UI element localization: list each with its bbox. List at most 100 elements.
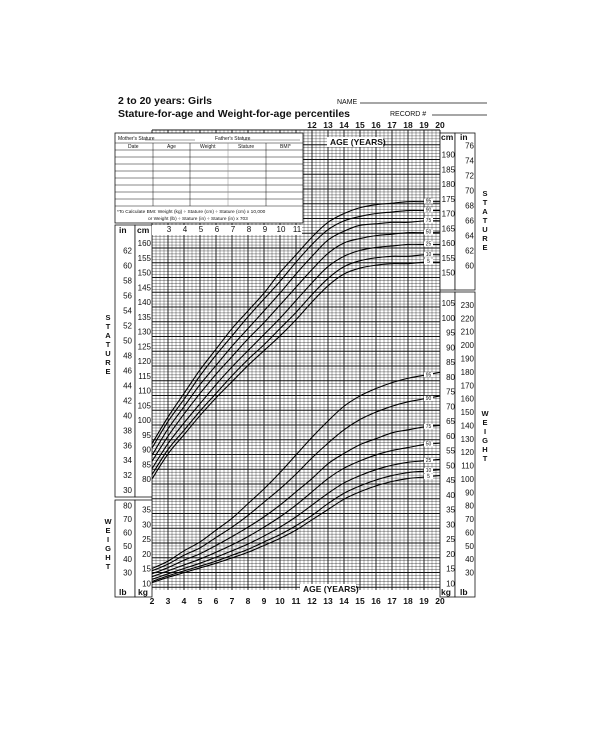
tick-age-mid: 6 bbox=[215, 225, 220, 234]
bmi-note-1: *To Calculate BMI: Weight (kg) ÷ Stature… bbox=[117, 209, 266, 215]
weight-title-right: T bbox=[483, 454, 488, 463]
tick-cm-right: 160 bbox=[442, 239, 456, 248]
tick-kg-left: 30 bbox=[142, 520, 151, 529]
name-label: NAME bbox=[337, 99, 358, 106]
tick-in-left: 32 bbox=[123, 471, 132, 480]
tick-age-bottom: 7 bbox=[230, 596, 235, 606]
tick-cm-left: 135 bbox=[138, 313, 152, 322]
tick-cm-left: 130 bbox=[138, 328, 152, 337]
weight-label-p5: 5 bbox=[427, 474, 430, 480]
weight-title-left: E bbox=[105, 526, 110, 535]
weight-curve-p75 bbox=[151, 424, 441, 575]
tick-lb-left: 50 bbox=[123, 542, 132, 551]
stature-curve-p10 bbox=[151, 254, 441, 475]
tick-kg-right: 50 bbox=[446, 461, 455, 470]
tick-age-mid: 5 bbox=[199, 225, 204, 234]
tick-in-right: 76 bbox=[465, 142, 474, 151]
tick-in-right: 66 bbox=[465, 216, 474, 225]
chart-grid bbox=[151, 129, 441, 590]
title-line-1: 2 to 20 years: Girls bbox=[118, 95, 212, 107]
tick-cm-left: 120 bbox=[138, 357, 152, 366]
tick-kg-right: 25 bbox=[446, 535, 455, 544]
weight-title-right: H bbox=[482, 445, 487, 454]
stature-label-bg-p75 bbox=[424, 217, 433, 223]
weight-label-p90: 90 bbox=[426, 396, 432, 402]
stature-label-bg-p95 bbox=[424, 198, 433, 204]
stature-title-right: S bbox=[482, 189, 487, 198]
tick-in-right: 74 bbox=[465, 157, 474, 166]
stature-title-right: R bbox=[482, 234, 488, 243]
stature-curve-p75 bbox=[151, 220, 441, 456]
age-title-top-bg bbox=[327, 137, 383, 147]
weight-title-left: T bbox=[106, 562, 111, 571]
weight-label-bg-p90 bbox=[424, 395, 433, 401]
tick-in-left: 42 bbox=[123, 396, 132, 405]
tick-cm-right: 165 bbox=[442, 224, 456, 233]
tick-cm-left: 100 bbox=[138, 416, 152, 425]
tick-kg-right: 90 bbox=[446, 343, 455, 352]
tick-kg-left: 35 bbox=[142, 506, 151, 515]
tick-lb-right: 200 bbox=[461, 341, 475, 350]
record-table: Mother's Stature Father's Stature Date A… bbox=[114, 132, 304, 224]
bmi-note-2: or Weight (lb) ÷ Stature (in) ÷ Stature … bbox=[148, 216, 248, 222]
age-title-bottom-bg bbox=[300, 584, 356, 594]
tick-lb-right: 30 bbox=[465, 569, 474, 578]
tick-kg-right: 45 bbox=[446, 476, 455, 485]
stature-curve-p95 bbox=[151, 201, 440, 444]
tick-in-left: 30 bbox=[123, 486, 132, 495]
tick-in-left: 46 bbox=[123, 366, 132, 375]
tick-lb-right: 150 bbox=[461, 408, 475, 417]
tick-cm-left: 90 bbox=[142, 446, 151, 455]
stature-curve-p5 bbox=[151, 261, 441, 480]
tick-lb-right: 140 bbox=[461, 421, 475, 430]
tick-age-top: 17 bbox=[387, 120, 397, 130]
tick-age-bottom: 8 bbox=[246, 596, 251, 606]
unit-lb-left: lb bbox=[119, 587, 127, 597]
weight-title-right: I bbox=[484, 427, 486, 436]
stature-title-right: T bbox=[483, 198, 488, 207]
tick-cm-left: 140 bbox=[138, 298, 152, 307]
tick-age-top: 20 bbox=[435, 120, 445, 130]
unit-kg-right: kg bbox=[441, 587, 451, 597]
stature-title-left: T bbox=[106, 322, 111, 331]
tick-lb-right: 220 bbox=[461, 314, 475, 323]
stature-title-right: A bbox=[482, 207, 488, 216]
left-weight-kg-panel bbox=[134, 499, 153, 598]
stature-title-left: E bbox=[105, 367, 110, 376]
tick-kg-right: 105 bbox=[442, 299, 456, 308]
tick-age-top: 19 bbox=[419, 120, 429, 130]
tick-lb-left: 30 bbox=[123, 569, 132, 578]
tick-in-right: 62 bbox=[465, 246, 474, 255]
unit-lb-right: lb bbox=[460, 587, 468, 597]
tick-cm-right: 175 bbox=[442, 195, 456, 204]
tick-kg-left: 25 bbox=[142, 535, 151, 544]
weight-title-left: G bbox=[105, 544, 111, 553]
tick-in-left: 62 bbox=[123, 246, 132, 255]
tick-age-bottom: 17 bbox=[387, 596, 397, 606]
tick-age-bottom: 13 bbox=[323, 596, 333, 606]
stature-label-p95: 95 bbox=[426, 199, 432, 205]
tick-cm-left: 80 bbox=[142, 475, 151, 484]
tick-kg-right: 70 bbox=[446, 402, 455, 411]
tick-in-left: 36 bbox=[123, 441, 132, 450]
stature-curve-p25 bbox=[151, 243, 440, 469]
stature-title-right: E bbox=[482, 243, 487, 252]
weight-label-bg-p5 bbox=[424, 474, 433, 480]
tick-age-bottom: 16 bbox=[371, 596, 381, 606]
tick-age-bottom: 15 bbox=[355, 596, 365, 606]
tick-age-bottom: 19 bbox=[419, 596, 429, 606]
tick-kg-right: 10 bbox=[446, 579, 455, 588]
tick-in-left: 48 bbox=[123, 351, 132, 360]
tick-kg-right: 100 bbox=[442, 314, 456, 323]
axis-panels bbox=[114, 132, 476, 598]
table-rows[interactable] bbox=[115, 142, 303, 207]
stature-title-left: T bbox=[106, 340, 111, 349]
stature-label-p50: 50 bbox=[426, 230, 432, 236]
tick-kg-right: 60 bbox=[446, 432, 455, 441]
tick-lb-right: 210 bbox=[461, 328, 475, 337]
tick-age-mid: 11 bbox=[293, 225, 302, 234]
stature-label-p25: 25 bbox=[426, 241, 432, 247]
weight-title-right: E bbox=[482, 418, 487, 427]
tick-age-mid: 4 bbox=[183, 225, 188, 234]
